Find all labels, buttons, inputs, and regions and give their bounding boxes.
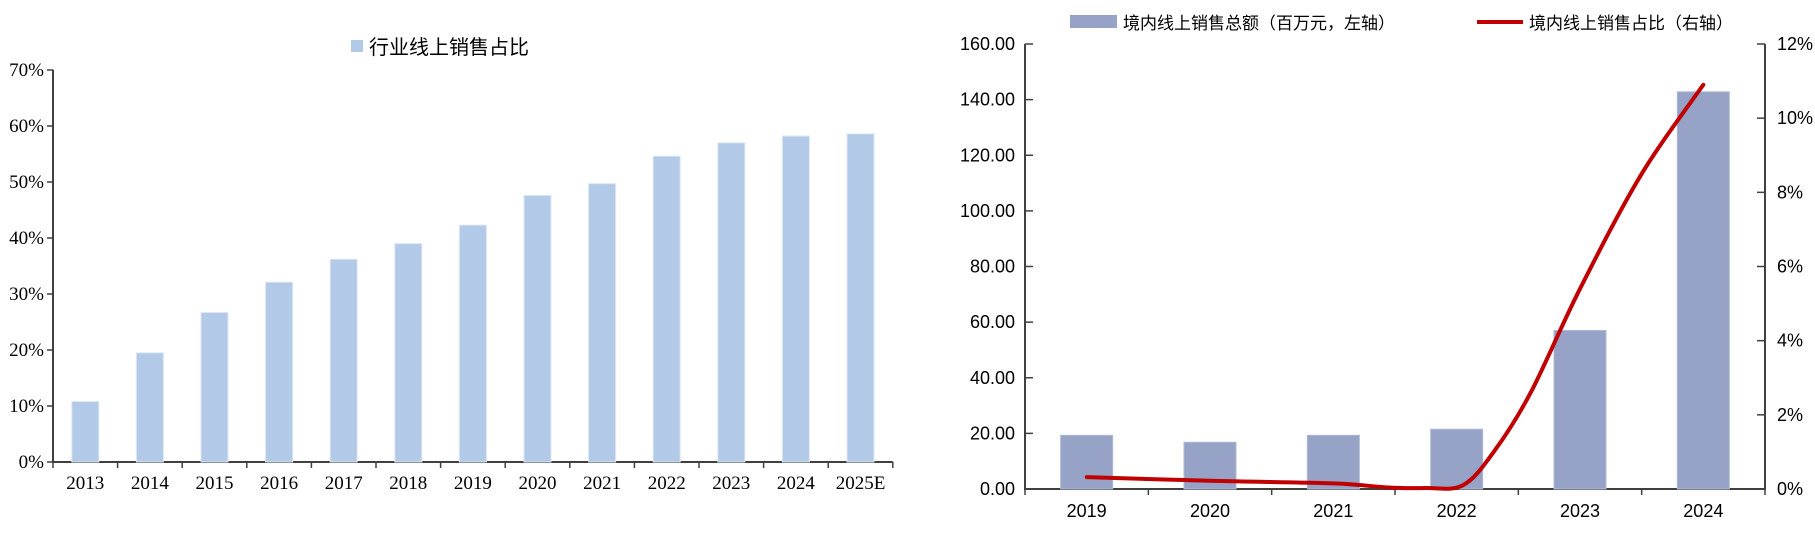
left-y-tick-label: 40.00 <box>970 368 1015 388</box>
bar-2024 <box>1676 91 1730 490</box>
right-y-tick-label: 2% <box>1777 405 1803 425</box>
right-y-tick-label: 0% <box>1777 479 1803 499</box>
legend-label-sales-share: 境内线上销售占比（右轴） <box>1529 14 1733 33</box>
y-tick-label: 40% <box>9 228 44 249</box>
domestic-online-sales-plot: 0.00 20.00 40.00 60.00 80.00 100.00 120.00 140.… <box>960 34 1813 521</box>
legend-swatch-industry-share <box>351 39 363 52</box>
right-y-tick-label: 8% <box>1777 182 1803 202</box>
right-y-tick-label: 6% <box>1777 257 1803 277</box>
sales-share-line <box>1084 82 1706 491</box>
bar-2020 <box>523 194 552 463</box>
industry-online-share-chart: 行业线上销售占比 0% 10% 20% 30% 40% 50% 60% 70% 2013 2014… <box>0 0 900 535</box>
bar-2016 <box>265 281 294 463</box>
x-axis-label: 2024 <box>1683 501 1723 521</box>
x-axis-label: 2015 <box>196 473 234 494</box>
left-y-tick-label: 100.00 <box>960 201 1015 221</box>
left-y-tick-label: 80.00 <box>970 257 1015 277</box>
left-chart-legend: 行业线上销售占比 <box>351 31 529 60</box>
x-axis-label: 2018 <box>389 473 427 494</box>
right-chart-legend-line: 境内线上销售占比（右轴） <box>1477 9 1733 34</box>
left-y-tick-label: 140.00 <box>960 90 1015 110</box>
right-y-tick-label: 12% <box>1777 34 1813 54</box>
bar-2022 <box>652 155 681 463</box>
x-axis-label: 2021 <box>583 473 621 494</box>
bar-2025E <box>846 133 875 463</box>
x-axis-label: 2025E <box>836 473 886 494</box>
y-tick-label: 50% <box>9 172 44 193</box>
y-tick-label: 10% <box>9 396 44 417</box>
legend-label-industry-share: 行业线上销售占比 <box>369 37 529 59</box>
left-y-tick-label: 60.00 <box>970 312 1015 332</box>
x-axis-label: 2013 <box>66 473 104 494</box>
left-y-tick-label: 20.00 <box>970 423 1015 443</box>
y-tick-label: 0% <box>19 452 45 473</box>
bar-2018 <box>394 243 423 463</box>
bar-2023 <box>717 142 746 463</box>
left-y-tick-label: 0.00 <box>980 479 1015 499</box>
x-axis-label: 2019 <box>454 473 492 494</box>
legend-label-sales-total: 境内线上销售总额（百万元，左轴） <box>1123 14 1395 33</box>
bar-2013 <box>71 401 100 463</box>
left-y-tick-label: 120.00 <box>960 145 1015 165</box>
bar-2017 <box>329 258 358 463</box>
bar-2014 <box>135 352 164 463</box>
x-axis-label: 2020 <box>1190 501 1230 521</box>
x-axis-label: 2022 <box>648 473 686 494</box>
x-axis-label: 2019 <box>1067 501 1107 521</box>
y-tick-label: 30% <box>9 284 44 305</box>
bar-2021 <box>588 183 617 463</box>
legend-swatch-sales-total <box>1070 15 1117 28</box>
x-axis-label: 2017 <box>325 473 363 494</box>
x-axis-label: 2016 <box>260 473 298 494</box>
x-axis-label: 2020 <box>519 473 557 494</box>
bar-2019 <box>458 224 487 463</box>
x-axis-label: 2021 <box>1313 501 1353 521</box>
x-axis-label: 2023 <box>712 473 750 494</box>
y-tick-label: 60% <box>9 116 44 137</box>
bar-2024 <box>781 135 810 463</box>
industry-online-share-plot: 0% 10% 20% 30% 40% 50% 60% 70% 2013 2014 2015 2016 2… <box>9 60 894 494</box>
x-axis-label: 2022 <box>1437 501 1477 521</box>
bar-2021 <box>1306 434 1360 490</box>
right-y-tick-label: 4% <box>1777 331 1803 351</box>
bar-2015 <box>200 311 229 463</box>
bar-2022 <box>1430 428 1484 490</box>
bar-2019 <box>1060 434 1114 490</box>
legend-line-swatch-sales-share <box>1477 19 1523 24</box>
y-tick-label: 20% <box>9 340 44 361</box>
y-tick-label: 70% <box>9 60 44 81</box>
x-axis-label: 2024 <box>777 473 816 494</box>
right-y-tick-label: 10% <box>1777 108 1813 128</box>
bar-2023 <box>1553 329 1607 490</box>
x-axis-label: 2023 <box>1560 501 1600 521</box>
x-axis-label: 2014 <box>131 473 170 494</box>
domestic-online-sales-chart: 境内线上销售总额（百万元，左轴） 境内线上销售占比（右轴） 0.00 20.00 4… <box>880 0 1815 535</box>
right-chart-legend-bar: 境内线上销售总额（百万元，左轴） <box>1070 9 1395 34</box>
left-y-tick-label: 160.00 <box>960 34 1015 54</box>
